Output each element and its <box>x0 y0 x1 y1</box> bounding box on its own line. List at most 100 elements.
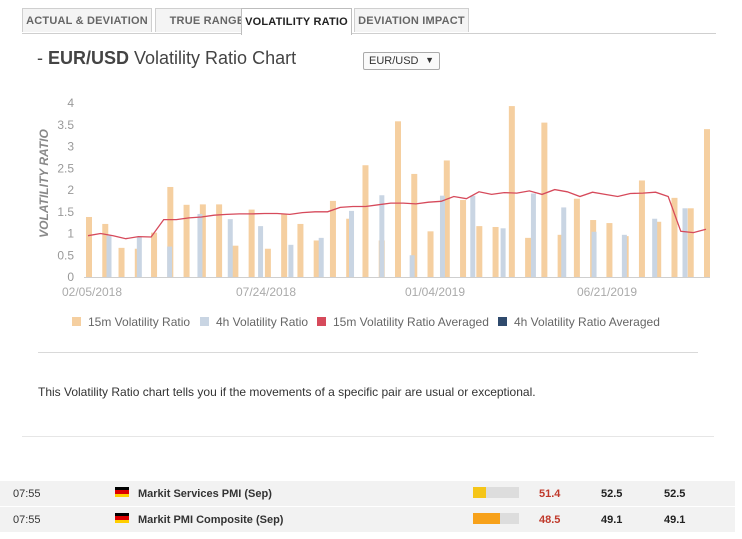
bar-4h <box>439 195 445 277</box>
legend-label: 15m Volatility Ratio <box>88 315 190 329</box>
bar-4h <box>379 195 385 277</box>
impact-bar <box>473 513 519 524</box>
event-time: 07:55 <box>13 488 41 500</box>
bar-15m <box>264 248 271 277</box>
impact-bar-fill <box>473 513 500 524</box>
legend-swatch <box>498 317 507 326</box>
y-tick-label: 0.5 <box>57 248 74 262</box>
bar-4h <box>349 210 355 277</box>
legend-swatch <box>317 317 326 326</box>
bar-15m <box>671 197 678 277</box>
event-consensus: 49.1 <box>601 514 623 526</box>
bar-15m <box>525 237 532 277</box>
bar-4h <box>318 237 324 277</box>
chart-tabs: ACTUAL & DEVIATION TRUE RANGE VOLATILITY… <box>22 8 716 35</box>
bar-15m <box>151 232 158 277</box>
bar-15m <box>460 200 467 277</box>
bar-15m <box>476 226 483 277</box>
bar-15m <box>118 247 125 277</box>
y-axis-label: VOLATILITY RATIO <box>37 129 51 238</box>
legend-label: 4h Volatility Ratio <box>216 315 308 329</box>
y-tick-label: 3 <box>67 140 74 154</box>
y-tick-label: 2 <box>67 183 74 197</box>
event-previous: 52.5 <box>664 488 686 500</box>
bar-15m <box>232 245 239 277</box>
legend-swatch <box>72 317 81 326</box>
bar-15m <box>638 180 645 277</box>
bar-15m <box>86 216 92 277</box>
event-consensus: 52.5 <box>601 488 623 500</box>
event-actual: 48.5 <box>539 514 561 526</box>
bar-15m <box>573 198 580 277</box>
events-table: 07:55 Markit Services PMI (Sep) 51.4 52.5 52… <box>0 481 735 533</box>
bar-15m <box>557 234 564 277</box>
bar-15m <box>329 200 336 277</box>
bar-15m <box>411 173 418 277</box>
bar-15m <box>687 208 694 277</box>
y-tick-label: 4 <box>67 96 74 110</box>
bar-15m <box>297 223 304 277</box>
line-15m-averaged <box>87 188 707 240</box>
bar-4h <box>227 219 233 277</box>
tab-deviation-impact[interactable]: DEVIATION IMPACT <box>354 8 469 32</box>
bar-15m <box>655 221 662 277</box>
bar-4h <box>530 193 536 277</box>
chart-description: This Volatility Ratio chart tells you if… <box>38 385 536 399</box>
bar-4h <box>591 231 597 277</box>
bar-15m <box>395 121 401 277</box>
y-tick-label: 2.5 <box>57 161 74 175</box>
bar-15m <box>362 165 369 277</box>
y-tick-label: 1.5 <box>57 205 74 219</box>
bar-15m <box>704 129 710 277</box>
tab-actual-deviation[interactable]: ACTUAL & DEVIATION <box>22 8 152 32</box>
bar-4h <box>136 236 142 277</box>
pair-select[interactable]: EUR/USD ▼ <box>363 52 440 70</box>
volatility-ratio-chart: 0 0.5 1 1.5 2 2.5 3 3.5 4 VOLATILITY RATIO 02/05/2… <box>37 96 710 329</box>
event-time: 07:55 <box>13 514 41 526</box>
bar-4h <box>197 213 203 277</box>
bar-15m <box>248 209 255 277</box>
event-actual: 51.4 <box>539 488 561 500</box>
chart-title: - EUR/USD Volatility Ratio Chart <box>37 48 296 69</box>
event-row[interactable]: 07:55 Markit Services PMI (Sep) 51.4 52.5 52… <box>0 481 735 507</box>
germany-flag-icon <box>115 487 129 497</box>
tab-volatility-ratio[interactable]: VOLATILITY RATIO <box>241 8 352 35</box>
legend-swatch <box>200 317 209 326</box>
event-row[interactable]: 07:55 Markit PMI Composite (Sep) 48.5 49.1 4… <box>0 507 735 533</box>
bar-4h <box>470 195 476 277</box>
divider <box>38 352 698 353</box>
bar-15m <box>492 226 499 277</box>
x-tick-label: 01/04/2019 <box>405 285 465 299</box>
y-tick-label: 1 <box>67 227 74 241</box>
bar-4h <box>106 235 112 277</box>
bar-15m <box>183 204 190 277</box>
bar-4h <box>561 207 567 277</box>
x-tick-label: 07/24/2018 <box>236 285 296 299</box>
bar-4h <box>409 255 415 277</box>
legend-label: 15m Volatility Ratio Averaged <box>333 315 489 329</box>
y-tick-label: 3.5 <box>57 118 74 132</box>
bar-15m <box>606 223 613 277</box>
x-tick-label: 06/21/2019 <box>577 285 637 299</box>
bar-15m <box>281 213 288 277</box>
bar-4h <box>288 244 294 277</box>
bar-15m <box>102 223 109 277</box>
impact-bar-fill <box>473 487 486 498</box>
y-tick-label: 0 <box>67 270 74 284</box>
title-suffix: Volatility Ratio Chart <box>129 48 297 68</box>
bar-15m <box>427 231 434 277</box>
bar-15m <box>199 204 206 277</box>
germany-flag-icon <box>115 513 129 523</box>
bar-4h <box>167 246 173 277</box>
event-name[interactable]: Markit PMI Composite (Sep) <box>138 514 284 526</box>
bar-15m <box>216 204 223 277</box>
bar-4h <box>500 228 506 277</box>
bar-4h <box>652 218 658 277</box>
event-name[interactable]: Markit Services PMI (Sep) <box>138 488 272 500</box>
bar-15m <box>541 122 548 278</box>
bar-15m <box>443 160 450 277</box>
title-pair: EUR/USD <box>48 48 130 68</box>
divider <box>22 436 714 437</box>
event-previous: 49.1 <box>664 514 686 526</box>
impact-bar <box>473 487 519 498</box>
